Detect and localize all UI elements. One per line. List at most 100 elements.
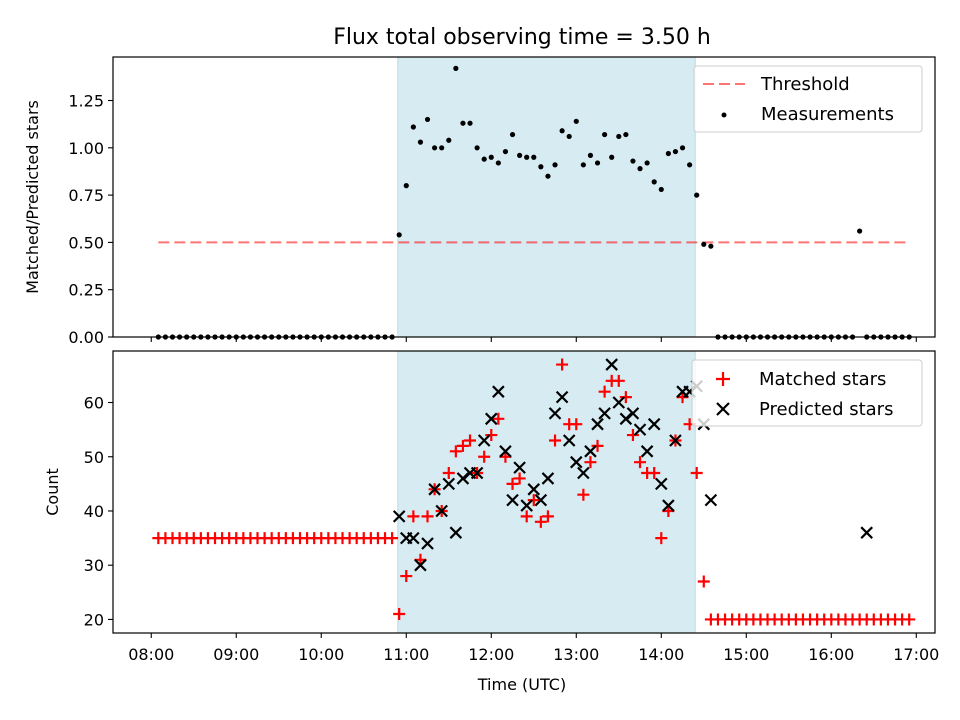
predicted-point <box>704 493 718 507</box>
matched-point <box>393 608 406 621</box>
chart-title: Flux total observing time = 3.50 h <box>333 25 711 50</box>
bottom-legend-box <box>691 359 923 427</box>
measurement-point <box>687 162 693 168</box>
measurement-point <box>396 232 402 238</box>
y-tick-label: 0.00 <box>68 328 104 347</box>
bottom-axes-frame <box>112 350 936 634</box>
x-axis-label: Time (UTC) <box>477 675 566 694</box>
predicted-point <box>584 445 597 458</box>
measurement-point <box>460 120 466 126</box>
x-tick-label: 16:00 <box>808 645 854 664</box>
measurement-point <box>552 162 558 168</box>
matched-point <box>626 429 639 442</box>
bottom-y-label: Count <box>43 468 62 516</box>
measurement-point <box>545 173 551 179</box>
matched-point <box>591 439 604 452</box>
predicted-point <box>414 558 427 572</box>
y-tick-label: 0.75 <box>68 186 104 205</box>
predicted-point <box>633 423 647 436</box>
measurement-point <box>417 139 424 145</box>
measurement-point <box>694 192 700 198</box>
legend-predicted-label: Predicted stars <box>759 399 893 420</box>
matched-point <box>520 510 533 523</box>
measurement-point <box>538 164 544 170</box>
predicted-point <box>392 510 406 523</box>
measurement-point <box>524 154 530 160</box>
matched-point <box>612 374 625 387</box>
matched-point <box>492 412 505 425</box>
legend-measurements-label: Measurements <box>761 104 894 125</box>
predicted-point <box>555 390 569 404</box>
matched-point <box>534 515 547 528</box>
predicted-point <box>541 472 555 485</box>
y-tick-label: 40 <box>84 502 104 521</box>
x-tick-label: 14:00 <box>638 645 684 664</box>
legend-predicted-swatch <box>716 402 730 416</box>
predicted-point <box>513 461 526 474</box>
matched-point <box>648 467 661 480</box>
y-tick-label: 60 <box>84 394 104 413</box>
matched-point <box>556 358 569 371</box>
predicted-point <box>449 526 463 539</box>
measurement-point <box>481 156 487 162</box>
top-axes-frame <box>112 56 936 338</box>
matched-point <box>400 570 413 583</box>
predicted-point <box>407 531 420 545</box>
bottom-highlight-span <box>397 350 696 634</box>
predicted-point <box>548 407 562 420</box>
predicted-point <box>640 445 654 458</box>
matched-point <box>577 488 590 501</box>
measurement-point <box>701 241 707 247</box>
measurement-point <box>587 152 594 158</box>
measurement-point <box>531 154 537 160</box>
predicted-point <box>484 412 498 426</box>
predicted-point <box>860 526 873 539</box>
predicted-point <box>435 504 448 518</box>
y-tick-label: 1.25 <box>68 92 104 111</box>
predicted-point <box>655 477 668 491</box>
matched-point <box>584 456 597 469</box>
measurement-point <box>509 131 516 138</box>
measurement-point <box>502 148 509 155</box>
x-tick-label: 17:00 <box>893 645 939 664</box>
measurement-point <box>559 128 565 134</box>
predicted-point <box>647 417 661 431</box>
matched-point <box>421 510 434 523</box>
measurement-point <box>637 166 643 172</box>
matched-point <box>513 472 526 485</box>
matched-point <box>407 510 420 523</box>
matched-point <box>697 575 710 588</box>
matched-point <box>690 467 703 480</box>
matched-point <box>541 510 554 523</box>
bottom-legend: Matched stars Predicted stars <box>691 359 923 427</box>
measurement-point <box>708 243 714 249</box>
top-y-label: Matched/Predicted stars <box>23 100 42 294</box>
predicted-point <box>499 445 512 458</box>
predicted-point <box>527 483 541 496</box>
top-y-axis: 0.00 0.25 0.50 0.75 1.00 1.25 <box>68 92 113 347</box>
bottom-panel: 20 30 40 50 60 08:00 09:00 10:00 11:00 12:00 13:0… <box>43 350 939 694</box>
measurement-point <box>602 131 608 138</box>
measurement-point <box>658 186 664 193</box>
bottom-y-axis: 20 30 40 50 60 <box>84 394 113 629</box>
predicted-point <box>421 537 434 550</box>
measurement-point <box>424 116 431 123</box>
x-tick-label: 11:00 <box>383 645 429 664</box>
predicted-point <box>470 466 484 480</box>
top-legend: Threshold Measurements <box>693 65 923 133</box>
predicted-point <box>506 493 519 507</box>
predicted-point <box>534 493 548 507</box>
x-tick-label: 08:00 <box>128 645 174 664</box>
measurement-point <box>672 148 679 155</box>
predicted-point <box>662 499 675 512</box>
matched-point <box>655 532 668 545</box>
measurement-point <box>403 183 409 189</box>
predicted-stars-series <box>392 358 873 572</box>
predicted-point <box>669 434 682 447</box>
predicted-point <box>520 499 533 512</box>
predicted-point <box>591 417 604 431</box>
matched-point <box>442 467 455 480</box>
predicted-point <box>605 358 618 371</box>
y-tick-label: 0.25 <box>68 281 104 300</box>
